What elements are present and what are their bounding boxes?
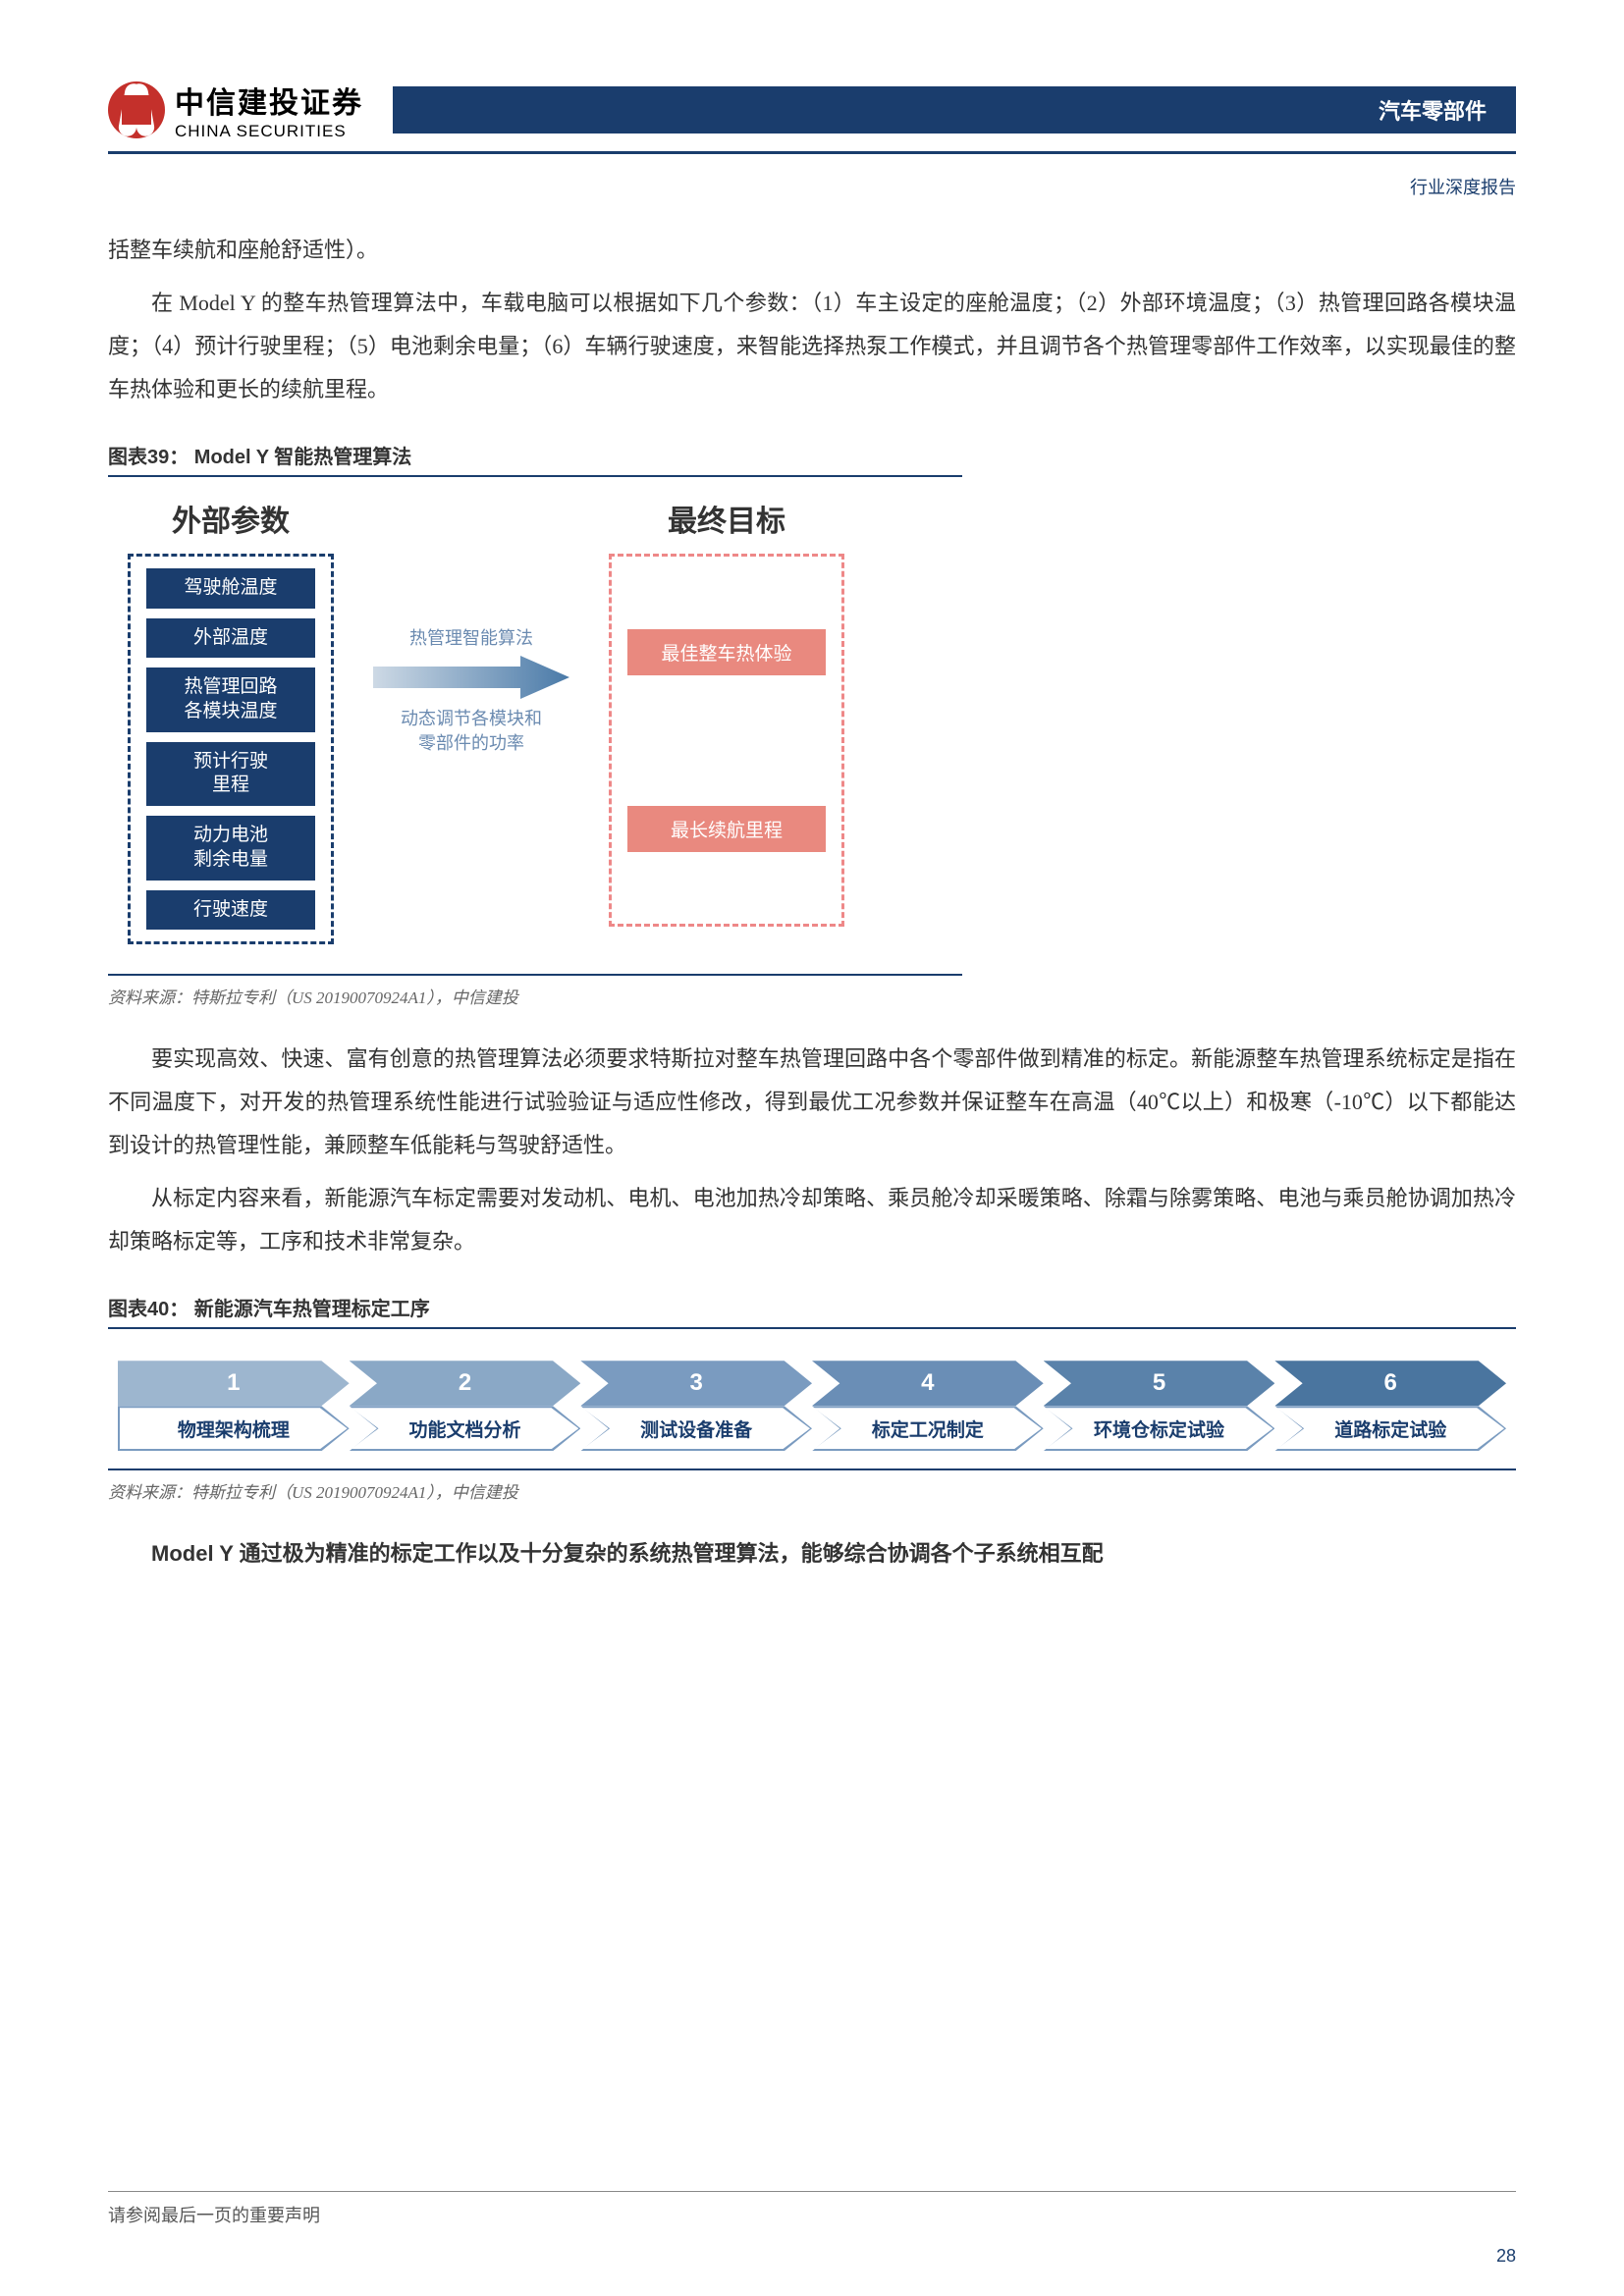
param-box: 动力电池 剩余电量 xyxy=(146,816,315,880)
goal-box: 最佳整车热体验 xyxy=(627,629,826,675)
header-underline xyxy=(108,151,1516,154)
step-number: 3 xyxy=(580,1361,812,1406)
paragraph-5-bold: Model Y 通过极为精准的标定工作以及十分复杂的系统热管理算法，能够综合协调… xyxy=(108,1532,1516,1575)
step-label: 道路标定试验 xyxy=(1276,1408,1504,1449)
step-number: 1 xyxy=(118,1361,350,1406)
param-box: 驾驶舱温度 xyxy=(146,568,315,609)
page-header: 中信建投证券 CHINA SECURITIES 汽车零部件 xyxy=(108,79,1516,141)
figure39-left-col: 外部参数 驾驶舱温度 外部温度 热管理回路 各模块温度 预计行驶 里程 动力电池… xyxy=(128,497,334,944)
figure40: 1 物理架构梳理 2 功能文档分析 3 测试设备准备 xyxy=(108,1339,1516,1470)
chevron-row: 1 物理架构梳理 2 功能文档分析 3 测试设备准备 xyxy=(108,1357,1516,1455)
footer-disclaimer: 请参阅最后一页的重要声明 xyxy=(108,2191,1516,2227)
process-step-1: 1 物理架构梳理 xyxy=(118,1361,350,1451)
logo-icon xyxy=(108,81,165,138)
report-type: 行业深度报告 xyxy=(108,174,1516,199)
header-category: 汽车零部件 xyxy=(1379,94,1487,126)
brand-logo: 中信建投证券 CHINA SECURITIES xyxy=(108,79,363,141)
logo-text-cn: 中信建投证券 xyxy=(175,79,363,122)
process-step-3: 3 测试设备准备 xyxy=(580,1361,812,1451)
figure39-source: 资料来源：特斯拉专利（US 20190070924A1），中信建投 xyxy=(108,984,1516,1008)
arrow-icon xyxy=(373,656,569,699)
figure40-caption: 图表40： 新能源汽车热管理标定工序 xyxy=(108,1293,1516,1329)
process-step-6: 6 道路标定试验 xyxy=(1274,1361,1506,1451)
figure39-left-header: 外部参数 xyxy=(128,497,334,540)
arrow-bottom-label: 动态调节各模块和 零部件的功率 xyxy=(401,707,542,756)
figure39-right-col: 最终目标 最佳整车热体验 最长续航里程 xyxy=(609,497,844,927)
figure39: 外部参数 驾驶舱温度 外部温度 热管理回路 各模块温度 预计行驶 里程 动力电池… xyxy=(108,487,962,976)
figure39-goals-box: 最佳整车热体验 最长续航里程 xyxy=(609,554,844,927)
logo-text-en: CHINA SECURITIES xyxy=(175,122,363,141)
arrow-top-label: 热管理智能算法 xyxy=(409,624,533,650)
figure39-arrow-col: 热管理智能算法 动态调节各模块和 零部件的功率 xyxy=(363,497,579,756)
step-number: 4 xyxy=(812,1361,1044,1406)
step-label: 物理架构梳理 xyxy=(120,1408,348,1449)
paragraph-1: 括整车续航和座舱舒适性）。 xyxy=(108,229,1516,272)
figure39-caption: 图表39： Model Y 智能热管理算法 xyxy=(108,441,962,477)
param-box: 外部温度 xyxy=(146,618,315,659)
step-label: 环境仓标定试验 xyxy=(1046,1408,1273,1449)
param-box: 行驶速度 xyxy=(146,890,315,931)
page-footer: 请参阅最后一页的重要声明 xyxy=(108,2191,1516,2227)
process-step-4: 4 标定工况制定 xyxy=(812,1361,1044,1451)
figure39-params-box: 驾驶舱温度 外部温度 热管理回路 各模块温度 预计行驶 里程 动力电池 剩余电量… xyxy=(128,554,334,944)
process-step-5: 5 环境仓标定试验 xyxy=(1044,1361,1275,1451)
goal-box: 最长续航里程 xyxy=(627,806,826,852)
step-number: 2 xyxy=(350,1361,581,1406)
step-label: 标定工况制定 xyxy=(814,1408,1042,1449)
param-box: 预计行驶 里程 xyxy=(146,742,315,806)
figure40-source: 资料来源：特斯拉专利（US 20190070924A1），中信建投 xyxy=(108,1478,1516,1503)
header-bar: 汽车零部件 xyxy=(393,86,1516,133)
paragraph-2: 在 Model Y 的整车热管理算法中，车载电脑可以根据如下几个参数：（1）车主… xyxy=(108,282,1516,411)
page-number: 28 xyxy=(1496,2246,1516,2267)
figure39-right-header: 最终目标 xyxy=(609,497,844,540)
process-step-2: 2 功能文档分析 xyxy=(350,1361,581,1451)
step-number: 5 xyxy=(1044,1361,1275,1406)
param-box: 热管理回路 各模块温度 xyxy=(146,667,315,731)
step-label: 功能文档分析 xyxy=(352,1408,579,1449)
step-number: 6 xyxy=(1274,1361,1506,1406)
paragraph-4: 从标定内容来看，新能源汽车标定需要对发动机、电机、电池加热冷却策略、乘员舱冷却采… xyxy=(108,1177,1516,1263)
paragraph-3: 要实现高效、快速、富有创意的热管理算法必须要求特斯拉对整车热管理回路中各个零部件… xyxy=(108,1038,1516,1167)
step-label: 测试设备准备 xyxy=(582,1408,810,1449)
